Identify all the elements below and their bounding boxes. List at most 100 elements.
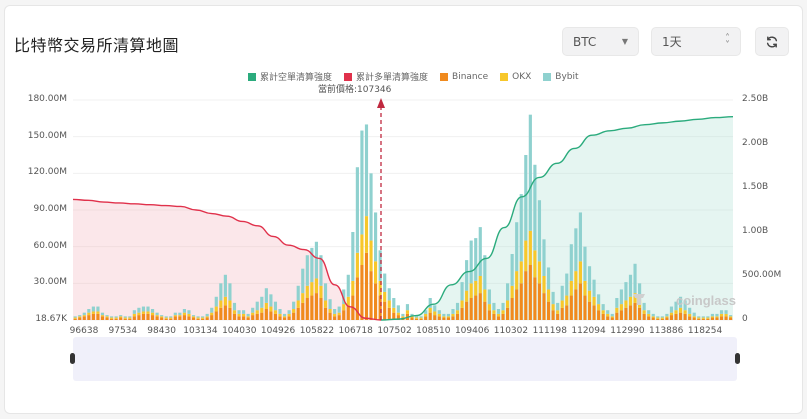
bar-segment-binance[interactable] bbox=[546, 301, 551, 320]
bar-segment-binance[interactable] bbox=[105, 317, 109, 320]
bar-segment-okx[interactable] bbox=[446, 316, 450, 318]
bar-segment-bybit[interactable] bbox=[401, 313, 405, 317]
bar-segment-binance[interactable] bbox=[273, 313, 278, 320]
bar-segment-binance[interactable] bbox=[374, 283, 378, 320]
bar-segment-bybit[interactable] bbox=[606, 310, 610, 314]
bar-segment-bybit[interactable] bbox=[169, 316, 173, 318]
bar-segment-okx[interactable] bbox=[314, 278, 318, 294]
bar-segment-bybit[interactable] bbox=[337, 306, 341, 313]
bar-segment-bybit[interactable] bbox=[519, 194, 523, 262]
bar-segment-binance[interactable] bbox=[697, 318, 701, 320]
bar-segment-okx[interactable] bbox=[478, 276, 482, 294]
bar-segment-bybit[interactable] bbox=[496, 309, 501, 314]
refresh-button[interactable] bbox=[755, 27, 789, 56]
bar-segment-okx[interactable] bbox=[392, 307, 396, 313]
bar-segment-okx[interactable] bbox=[164, 317, 168, 319]
bar-segment-okx[interactable] bbox=[619, 304, 623, 311]
bar-segment-binance[interactable] bbox=[578, 283, 582, 320]
bar-segment-bybit[interactable] bbox=[214, 296, 218, 307]
bar-segment-bybit[interactable] bbox=[701, 316, 705, 318]
bar-segment-binance[interactable] bbox=[123, 318, 127, 320]
bar-segment-bybit[interactable] bbox=[110, 316, 114, 318]
bar-segment-binance[interactable] bbox=[606, 316, 610, 320]
bar-segment-binance[interactable] bbox=[724, 316, 728, 320]
bar-segment-binance[interactable] bbox=[219, 307, 223, 320]
bar-segment-bybit[interactable] bbox=[506, 283, 510, 301]
bar-segment-okx[interactable] bbox=[337, 312, 341, 316]
bar-segment-bybit[interactable] bbox=[191, 315, 196, 317]
bar-segment-binance[interactable] bbox=[665, 317, 669, 320]
bar-segment-binance[interactable] bbox=[232, 313, 237, 320]
bar-segment-okx[interactable] bbox=[155, 315, 159, 317]
bar-segment-bybit[interactable] bbox=[569, 244, 573, 281]
bar-segment-okx[interactable] bbox=[487, 304, 491, 311]
bar-segment-bybit[interactable] bbox=[597, 294, 601, 305]
bar-segment-okx[interactable] bbox=[587, 290, 592, 302]
bar-segment-binance[interactable] bbox=[100, 316, 105, 320]
bar-segment-bybit[interactable] bbox=[164, 316, 168, 318]
bar-segment-bybit[interactable] bbox=[451, 309, 455, 314]
bar-segment-bybit[interactable] bbox=[414, 316, 419, 318]
bar-segment-okx[interactable] bbox=[678, 307, 683, 313]
bar-segment-okx[interactable] bbox=[137, 312, 141, 316]
bar-segment-bybit[interactable] bbox=[264, 288, 268, 303]
bar-segment-bybit[interactable] bbox=[396, 305, 400, 313]
bar-segment-bybit[interactable] bbox=[647, 310, 651, 314]
bar-segment-okx[interactable] bbox=[273, 310, 278, 314]
bar-segment-okx[interactable] bbox=[669, 312, 674, 316]
bar-segment-okx[interactable] bbox=[601, 310, 605, 314]
bar-segment-okx[interactable] bbox=[91, 311, 95, 314]
bar-segment-binance[interactable] bbox=[601, 313, 605, 320]
bar-segment-okx[interactable] bbox=[260, 307, 264, 313]
bar-segment-bybit[interactable] bbox=[333, 309, 337, 314]
bar-segment-okx[interactable] bbox=[615, 307, 619, 313]
bar-segment-okx[interactable] bbox=[597, 304, 601, 311]
bar-segment-binance[interactable] bbox=[465, 301, 469, 320]
bar-segment-binance[interactable] bbox=[510, 298, 514, 320]
bar-segment-okx[interactable] bbox=[369, 240, 373, 272]
bar-segment-binance[interactable] bbox=[710, 317, 714, 320]
bar-segment-okx[interactable] bbox=[150, 312, 155, 316]
bar-segment-bybit[interactable] bbox=[619, 289, 623, 305]
bar-segment-binance[interactable] bbox=[114, 318, 118, 320]
bar-segment-binance[interactable] bbox=[228, 307, 232, 320]
bar-segment-okx[interactable] bbox=[182, 312, 186, 316]
bar-segment-bybit[interactable] bbox=[433, 305, 437, 312]
legend-item-short-cumulative[interactable]: 累計空單清算強度 bbox=[248, 70, 332, 83]
bar-segment-okx[interactable] bbox=[528, 230, 532, 265]
bar-segment-okx[interactable] bbox=[264, 302, 268, 309]
bar-segment-binance[interactable] bbox=[201, 318, 205, 320]
bar-segment-binance[interactable] bbox=[150, 315, 155, 320]
bar-segment-bybit[interactable] bbox=[292, 301, 296, 309]
bar-segment-bybit[interactable] bbox=[624, 282, 628, 301]
bar-segment-okx[interactable] bbox=[355, 252, 359, 278]
bar-segment-okx[interactable] bbox=[474, 280, 478, 296]
bar-segment-okx[interactable] bbox=[424, 313, 428, 317]
bar-segment-binance[interactable] bbox=[556, 313, 560, 320]
bar-segment-bybit[interactable] bbox=[501, 302, 505, 311]
bar-segment-binance[interactable] bbox=[378, 295, 382, 320]
bar-segment-binance[interactable] bbox=[583, 295, 587, 320]
bar-segment-binance[interactable] bbox=[396, 315, 400, 320]
bar-segment-binance[interactable] bbox=[519, 283, 523, 320]
bar-segment-okx[interactable] bbox=[214, 306, 218, 312]
bar-segment-binance[interactable] bbox=[182, 315, 186, 320]
bar-segment-binance[interactable] bbox=[587, 301, 592, 320]
bar-segment-binance[interactable] bbox=[569, 295, 573, 320]
bar-segment-bybit[interactable] bbox=[428, 298, 432, 308]
bar-segment-binance[interactable] bbox=[392, 312, 396, 320]
bar-segment-binance[interactable] bbox=[729, 317, 733, 320]
bar-segment-bybit[interactable] bbox=[692, 312, 696, 317]
bar-segment-binance[interactable] bbox=[78, 317, 82, 320]
bar-segment-binance[interactable] bbox=[278, 316, 282, 320]
bar-segment-binance[interactable] bbox=[360, 265, 364, 320]
bar-segment-bybit[interactable] bbox=[455, 302, 460, 311]
bar-segment-binance[interactable] bbox=[242, 316, 246, 320]
bar-segment-binance[interactable] bbox=[169, 318, 173, 320]
bar-segment-binance[interactable] bbox=[296, 307, 300, 320]
bar-segment-binance[interactable] bbox=[560, 307, 564, 320]
bar-segment-binance[interactable] bbox=[82, 316, 86, 320]
bar-segment-bybit[interactable] bbox=[374, 212, 378, 262]
bar-segment-okx[interactable] bbox=[642, 310, 646, 314]
bar-segment-binance[interactable] bbox=[128, 318, 132, 320]
